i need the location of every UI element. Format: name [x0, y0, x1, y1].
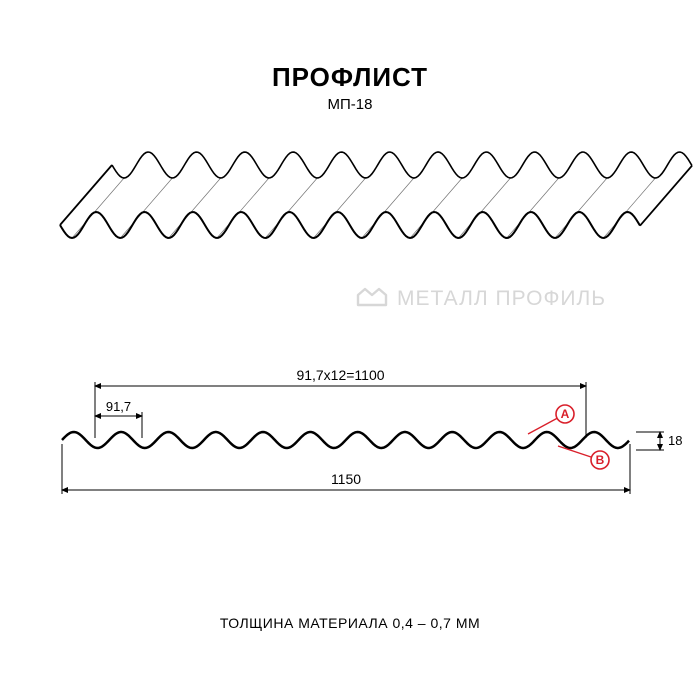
marker-a-label: A	[561, 407, 570, 421]
perspective-ridge	[314, 178, 366, 238]
perspective-ridge	[507, 178, 559, 238]
perspective-back-edge	[112, 152, 692, 178]
perspective-ridge	[72, 178, 124, 238]
perspective-ridge	[362, 178, 414, 238]
dim-bottom-overall: 1150	[331, 471, 361, 487]
footer-note: ТОЛЩИНА МАТЕРИАЛА 0,4 – 0,7 ММ	[0, 615, 700, 631]
perspective-ridge	[265, 178, 317, 238]
perspective-ridge	[603, 178, 655, 238]
perspective-left-edge	[60, 165, 112, 225]
perspective-front-edge	[60, 212, 640, 238]
dim-label: 18	[668, 433, 682, 448]
perspective-ridge	[458, 178, 510, 238]
perspective-right-edge	[640, 166, 692, 226]
dim-top-overall: 91,7x12=1100	[296, 367, 384, 383]
perspective-ridge	[555, 178, 607, 238]
profile-wave	[62, 432, 629, 448]
perspective-ridge	[410, 178, 462, 238]
dim-pitch: 91,7	[106, 399, 131, 414]
perspective-ridge	[217, 178, 269, 238]
perspective-ridge	[169, 178, 221, 238]
marker-b-label: B	[596, 453, 605, 467]
diagram-page: { "header": { "title": "ПРОФЛИСТ", "titl…	[0, 0, 700, 700]
diagram-canvas: 91,7x12=1100 91,7 1150 18 A B	[0, 0, 700, 700]
perspective-ridge	[120, 178, 172, 238]
